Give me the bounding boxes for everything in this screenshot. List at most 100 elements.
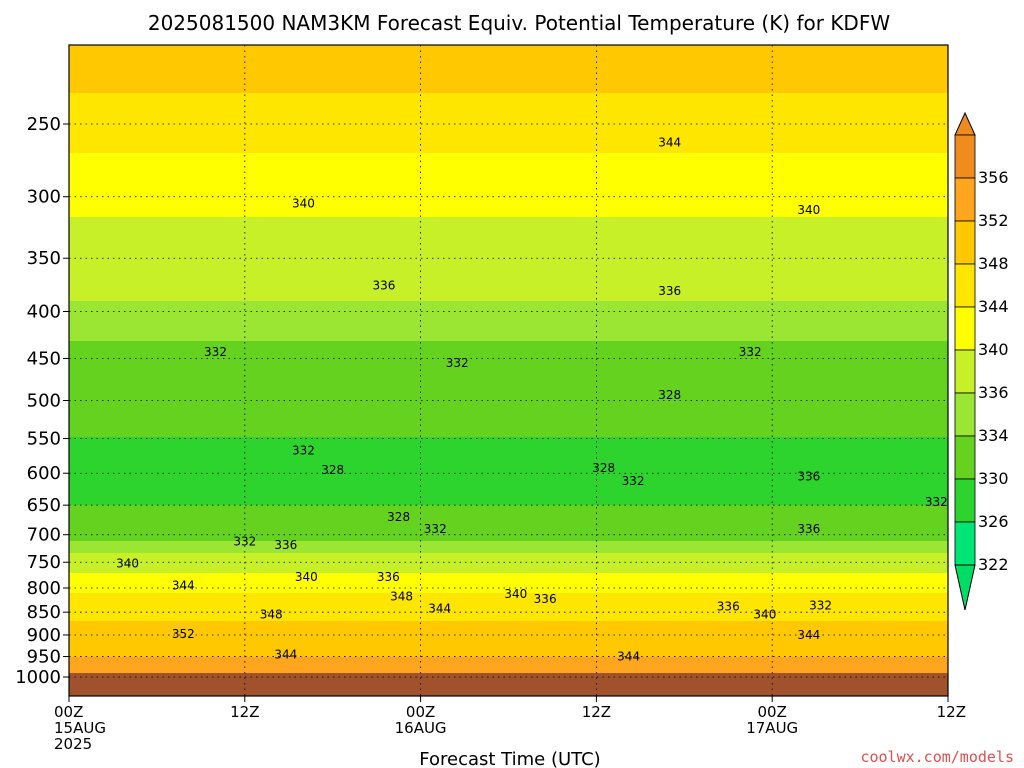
field-band xyxy=(69,117,948,122)
field-band xyxy=(69,533,948,538)
x-tick-label: 00Z xyxy=(758,703,787,721)
colorbar-segment xyxy=(954,263,976,308)
colorbar-label: 344 xyxy=(978,297,1009,316)
field-band xyxy=(69,205,948,210)
field-band xyxy=(69,505,948,510)
field-band xyxy=(69,513,948,518)
field-band xyxy=(69,173,948,178)
y-tick-label: 950 xyxy=(27,647,61,668)
contour-label: 332 xyxy=(292,444,315,458)
field-band xyxy=(69,133,948,138)
field-band xyxy=(69,233,948,238)
field-band xyxy=(69,493,948,498)
field-band xyxy=(69,49,948,54)
contour-label: 336 xyxy=(373,279,396,293)
field-band xyxy=(69,457,948,462)
field-band xyxy=(69,257,948,262)
field-band xyxy=(69,305,948,310)
colorbar-segment xyxy=(954,220,976,265)
field-band xyxy=(69,669,948,674)
field-band xyxy=(69,373,948,378)
field-band xyxy=(69,613,948,618)
field-band xyxy=(69,45,948,50)
field-band xyxy=(69,577,948,582)
field-band xyxy=(69,253,948,258)
field-band xyxy=(69,597,948,602)
colorbar-segment xyxy=(954,478,976,523)
y-tick-label: 700 xyxy=(27,525,61,546)
y-tick-label: 500 xyxy=(27,391,61,412)
field-band xyxy=(69,285,948,290)
field-band xyxy=(69,381,948,386)
field-band xyxy=(69,65,948,70)
field-band xyxy=(69,77,948,82)
y-tick-label: 1000 xyxy=(15,667,61,688)
contour-label: 344 xyxy=(274,647,297,661)
contour-label: 328 xyxy=(387,510,410,524)
field-band xyxy=(69,477,948,482)
field-band xyxy=(69,237,948,242)
field-band xyxy=(69,453,948,458)
field-band xyxy=(69,357,948,362)
field-band xyxy=(69,125,948,130)
field-band xyxy=(69,393,948,398)
field-band xyxy=(69,589,948,594)
field-band xyxy=(69,293,948,298)
colorbar-label: 348 xyxy=(978,254,1009,273)
field-band xyxy=(69,165,948,170)
y-tick-label: 250 xyxy=(27,114,61,135)
field-band xyxy=(69,665,948,670)
field-band xyxy=(69,201,948,206)
field-band xyxy=(69,401,948,406)
field-band xyxy=(69,605,948,610)
field-band xyxy=(69,89,948,94)
contour-label: 348 xyxy=(390,589,413,603)
field-band xyxy=(69,297,948,302)
contour-label: 336 xyxy=(797,522,820,536)
field-band xyxy=(69,429,948,434)
contour-labels: 344 340 340 336 336 332 332 332 328 332 328 328 332 3… xyxy=(116,136,948,664)
field-band xyxy=(69,209,948,214)
y-tick-label: 750 xyxy=(27,552,61,573)
field-band xyxy=(69,625,948,630)
contour-label: 332 xyxy=(446,356,469,370)
field-band xyxy=(69,501,948,506)
field-band xyxy=(69,569,948,574)
contour-label: 332 xyxy=(424,522,447,536)
colorbar-label: 326 xyxy=(978,512,1009,531)
plot-area xyxy=(69,45,948,696)
field-band xyxy=(69,525,948,530)
colorbar-label: 322 xyxy=(978,555,1009,574)
field-band xyxy=(69,585,948,590)
field-band xyxy=(69,265,948,270)
field-band xyxy=(69,629,948,634)
field-band xyxy=(69,649,948,654)
contour-label: 344 xyxy=(428,601,451,615)
field-band xyxy=(69,609,948,614)
field-band xyxy=(69,145,948,150)
field-band xyxy=(69,161,948,166)
field-band xyxy=(69,517,948,522)
plot-frame xyxy=(68,44,949,697)
field-band xyxy=(69,177,948,182)
field-band xyxy=(69,461,948,466)
field-band xyxy=(69,81,948,86)
field-band xyxy=(69,325,948,330)
colorbar-segment xyxy=(954,134,976,179)
field-band xyxy=(69,113,948,118)
field-band xyxy=(69,509,948,514)
field-band xyxy=(69,321,948,326)
x-tick-label: 00Z xyxy=(54,703,83,721)
field-band xyxy=(69,197,948,202)
x-tick-label: 12Z xyxy=(582,703,611,721)
credit-text[interactable]: coolwx.com/models xyxy=(860,748,1014,766)
field-band xyxy=(69,417,948,422)
y-tick-label: 650 xyxy=(27,495,61,516)
contour-label: 340 xyxy=(116,556,139,570)
field-band xyxy=(69,641,948,646)
y-axis: 2503003504004505005506006507007508008509… xyxy=(15,114,69,688)
field-band xyxy=(69,657,948,662)
colorbar-label: 330 xyxy=(978,469,1009,488)
contour-label: 336 xyxy=(797,470,820,484)
field-band xyxy=(69,421,948,426)
